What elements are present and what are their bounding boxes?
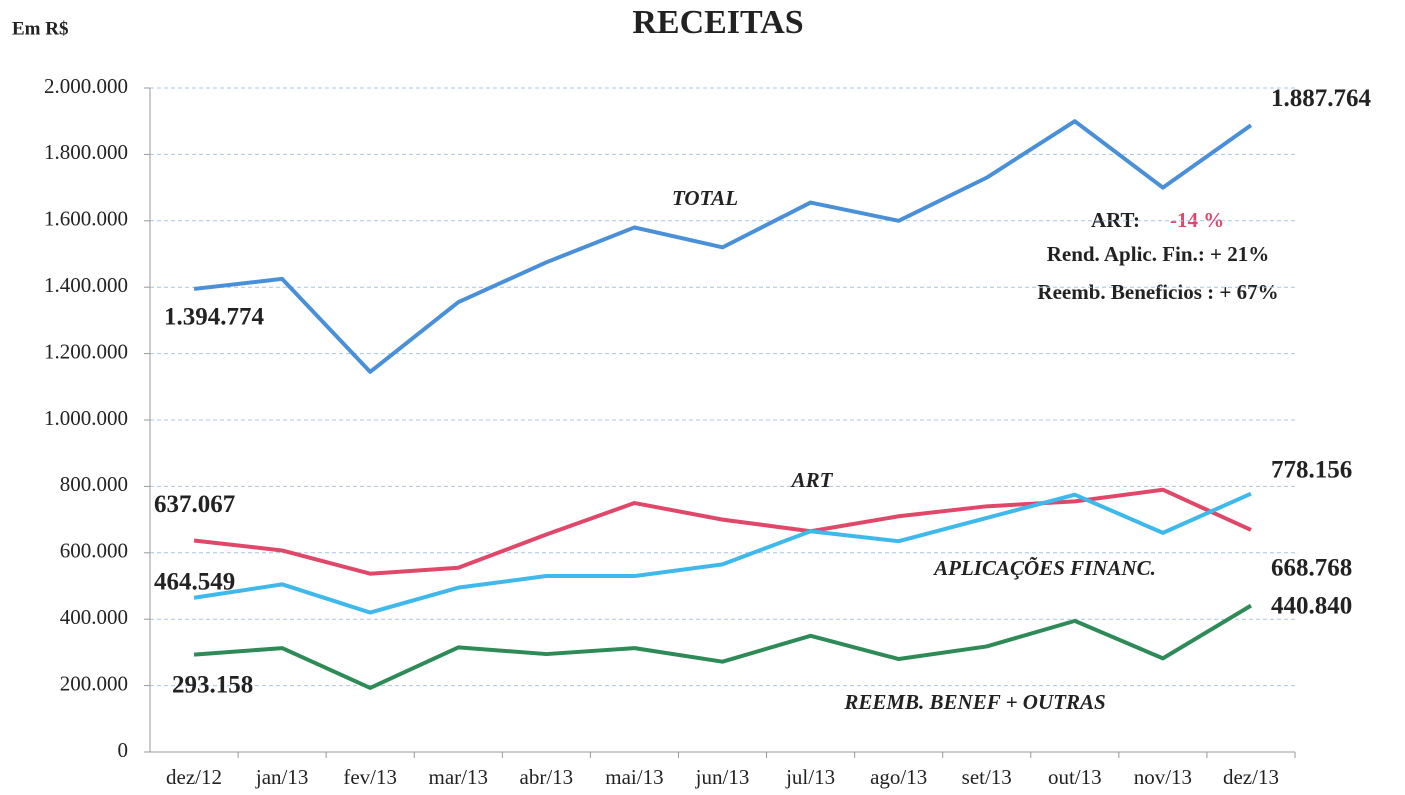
value-label: 778.156 <box>1271 456 1352 483</box>
x-tick-label: dez/13 <box>1223 765 1279 789</box>
series-line <box>193 487 1252 576</box>
unit-label: Em R$ <box>12 18 68 39</box>
y-tick-label: 1.800.000 <box>44 140 128 164</box>
y-tick-label: 1.400.000 <box>44 273 128 297</box>
series-name: ART <box>790 468 834 492</box>
y-tick-label: 800.000 <box>60 472 128 496</box>
x-tick-label: dez/12 <box>166 765 222 789</box>
y-tick-label: 1.200.000 <box>44 339 128 363</box>
x-tick-label: jul/13 <box>785 765 835 789</box>
x-tick-label: mai/13 <box>605 765 663 789</box>
y-tick-label: 0 <box>118 738 129 762</box>
x-tick-label: mar/13 <box>429 765 488 789</box>
annotation-line: Reemb. Beneficios : + 67% <box>1037 280 1278 304</box>
y-tick-label: 1.600.000 <box>44 207 128 231</box>
x-tick-label: out/13 <box>1048 765 1102 789</box>
annotation-value: -14 % <box>1170 208 1224 232</box>
x-tick-label: nov/13 <box>1134 765 1192 789</box>
y-tick-label: 1.000.000 <box>44 406 128 430</box>
annotation-line: Rend. Aplic. Fin.: + 21% <box>1047 242 1270 266</box>
x-tick-label: fev/13 <box>343 765 397 789</box>
series-line <box>193 119 1253 374</box>
value-label: 440.840 <box>1271 592 1352 619</box>
annotation-label: ART: <box>1091 208 1140 232</box>
value-label: 293.158 <box>172 671 253 698</box>
chart-title: RECEITAS <box>632 4 803 41</box>
y-tick-label: 2.000.000 <box>44 74 128 98</box>
value-label: 668.768 <box>1271 555 1352 582</box>
value-label: 1.887.764 <box>1271 85 1372 112</box>
x-tick-label: set/13 <box>962 765 1012 789</box>
series-name: REEMB. BENEF + OUTRAS <box>843 690 1105 714</box>
x-tick-label: abr/13 <box>520 765 574 789</box>
series-line <box>193 491 1252 615</box>
series-line <box>193 603 1252 690</box>
value-label: 464.549 <box>154 569 235 596</box>
y-tick-label: 400.000 <box>60 605 128 629</box>
series-name: TOTAL <box>672 186 738 210</box>
series-name: APLICAÇÕES FINANC. <box>932 556 1156 580</box>
y-tick-label: 600.000 <box>60 539 128 563</box>
x-tick-label: jun/13 <box>695 765 750 789</box>
x-tick-label: jan/13 <box>255 765 309 789</box>
value-label: 1.394.774 <box>164 304 264 331</box>
x-tick-label: ago/13 <box>870 765 927 789</box>
y-tick-label: 200.000 <box>60 671 128 695</box>
value-label: 637.067 <box>154 491 235 518</box>
